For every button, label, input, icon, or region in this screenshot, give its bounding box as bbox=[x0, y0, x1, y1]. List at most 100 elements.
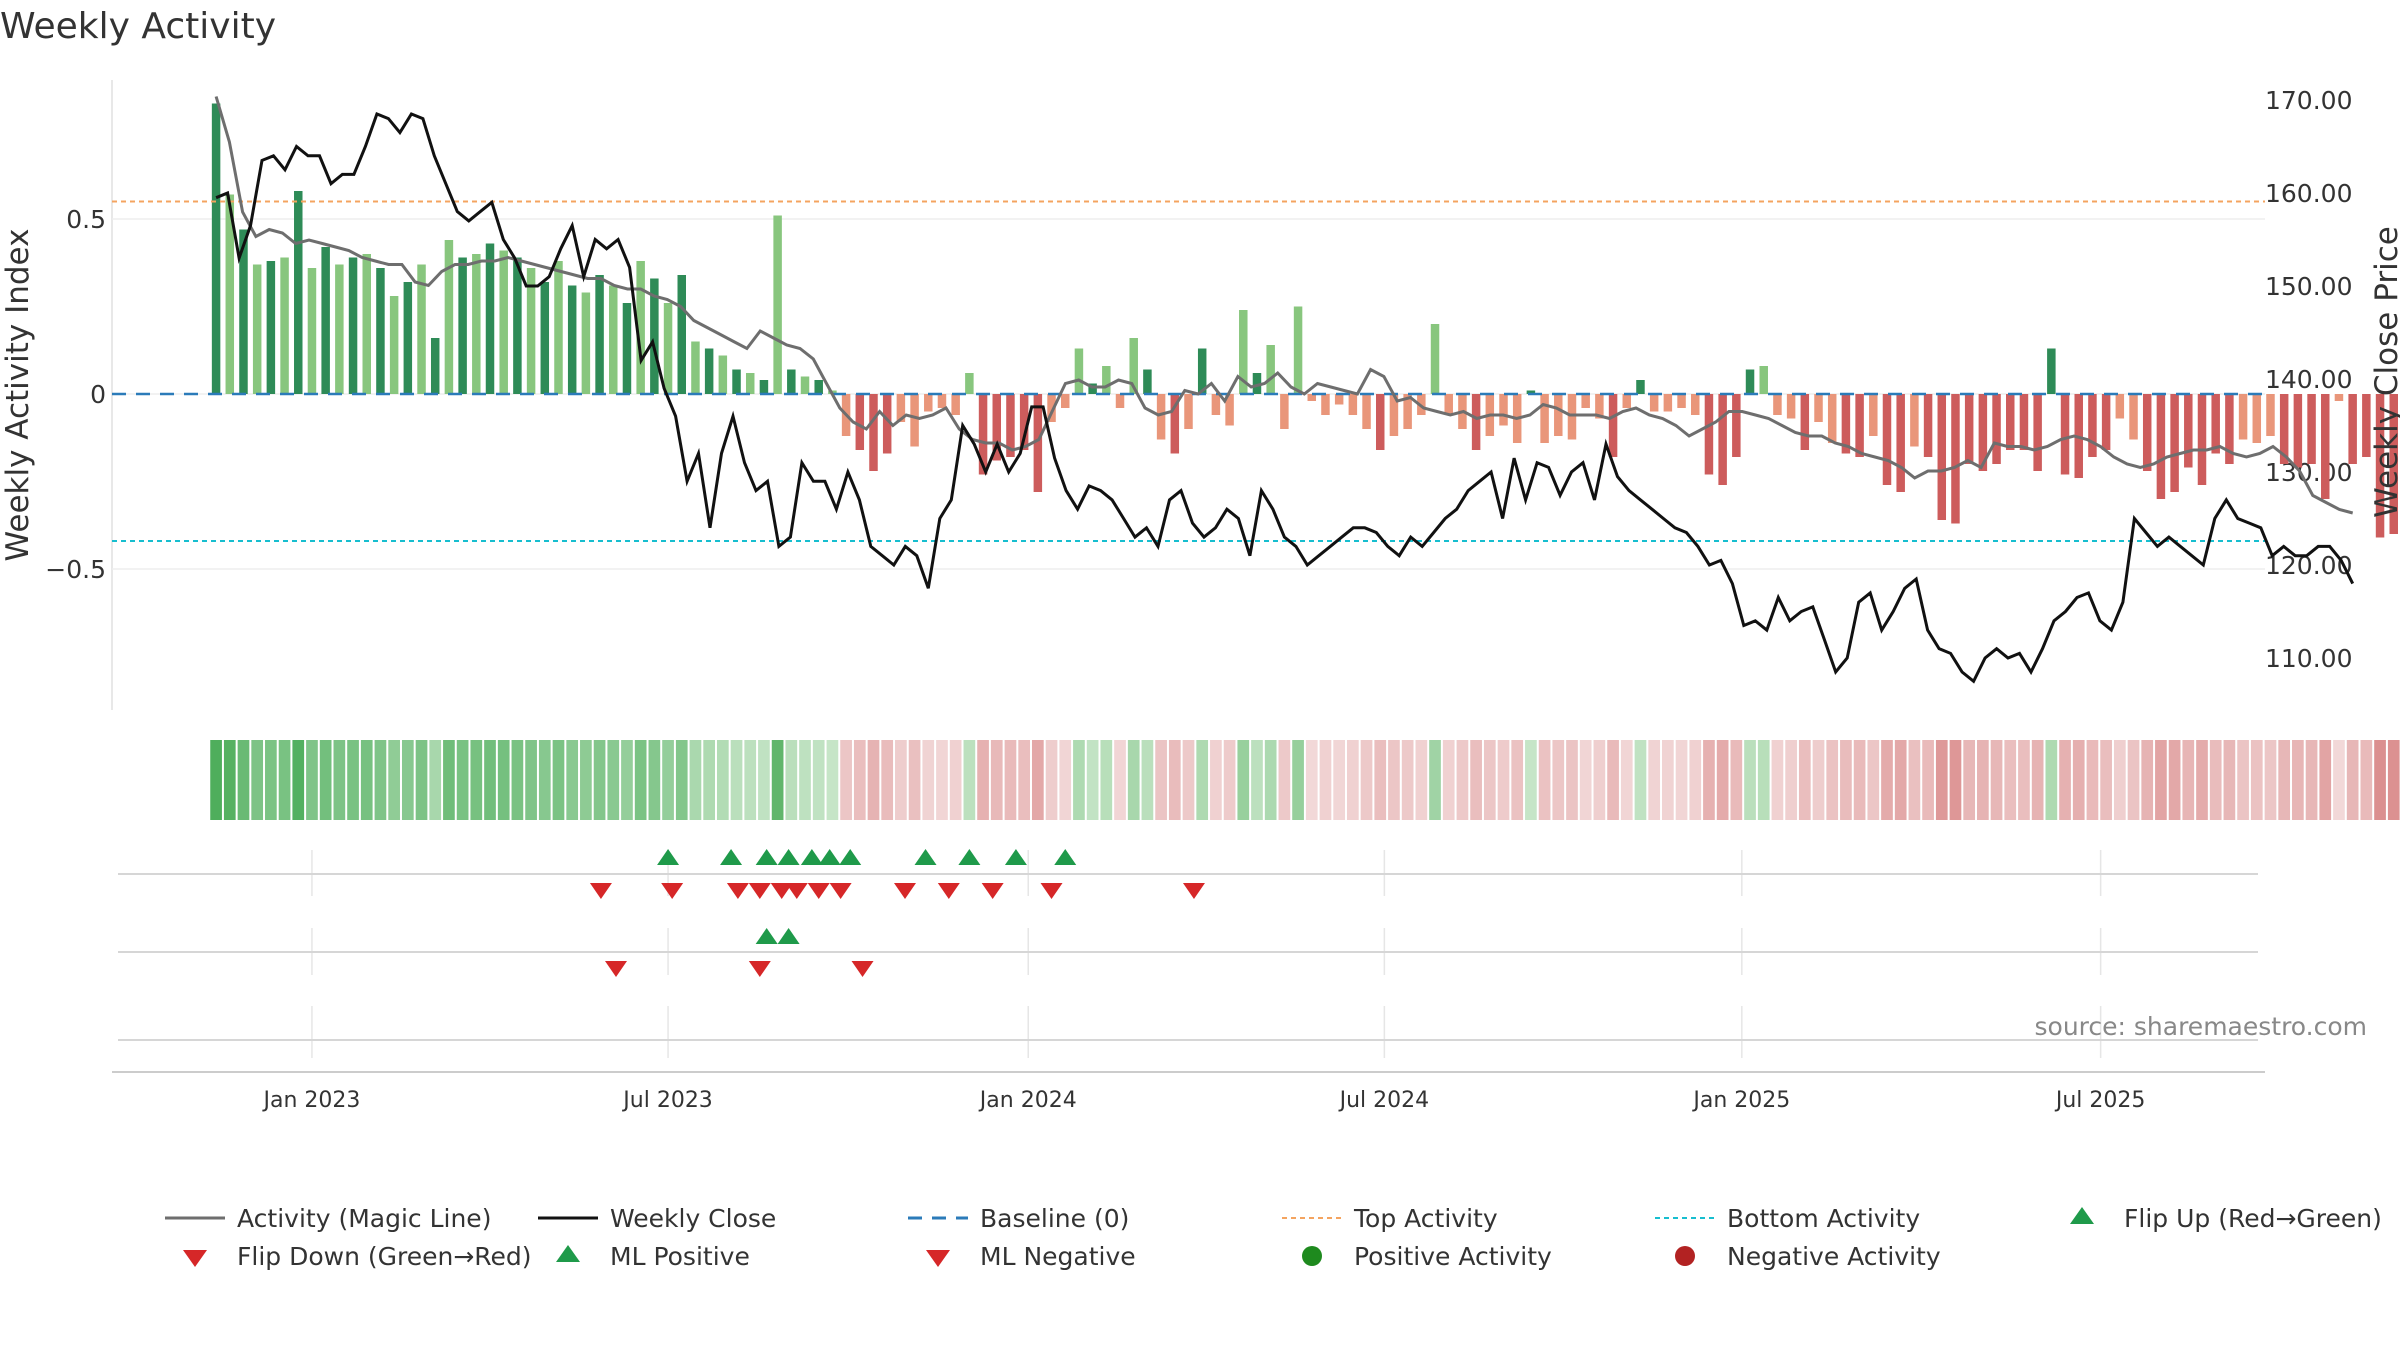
activity-bar bbox=[2170, 394, 2179, 492]
ribbon-cell bbox=[2292, 740, 2304, 820]
ribbon-cell bbox=[1757, 740, 1770, 820]
ribbon-cell bbox=[949, 740, 962, 820]
ribbon-cell bbox=[1305, 740, 1318, 820]
ribbon-cell bbox=[1141, 740, 1154, 820]
legend-item-flipdown: Flip Down (Green→Red) bbox=[183, 1242, 532, 1271]
activity-bar bbox=[2362, 394, 2371, 457]
ribbon-cell bbox=[1840, 740, 1852, 820]
ribbon-cell bbox=[497, 740, 510, 820]
activity-bar bbox=[910, 394, 919, 447]
ribbon-cell bbox=[1716, 740, 1729, 820]
ribbon-cell bbox=[1073, 740, 1085, 820]
right-y-tick-label: 110.00 bbox=[2265, 644, 2352, 673]
activity-bar bbox=[814, 380, 823, 394]
ribbon-cell bbox=[360, 740, 373, 820]
x-tick-labels: Jan 2023 Jul 2023 Jan 2024 Jul 2024 Jan 2025… bbox=[262, 1088, 2146, 1113]
ribbon-cell bbox=[1114, 740, 1126, 820]
ribbon-cell bbox=[429, 740, 442, 820]
ribbon-cell bbox=[990, 740, 1003, 820]
activity-bar bbox=[472, 254, 481, 394]
activity-bar bbox=[1732, 394, 1741, 457]
activity-bar bbox=[1937, 394, 1947, 520]
legend-item-mlpos: ML Positive bbox=[556, 1242, 750, 1271]
activity-bar bbox=[636, 261, 645, 394]
activity-bar bbox=[225, 194, 235, 394]
activity-bar bbox=[704, 348, 714, 394]
ribbon-cell bbox=[1634, 740, 1647, 820]
activity-bar bbox=[362, 254, 371, 394]
activity-bar bbox=[759, 380, 769, 394]
ribbon-cell bbox=[2127, 740, 2140, 820]
legend-item-flipup: Flip Up (Red→Green) bbox=[2070, 1204, 2382, 1233]
ribbon-cell bbox=[292, 740, 305, 820]
activity-bar bbox=[2129, 394, 2138, 440]
ribbon-cell bbox=[648, 740, 661, 820]
ribbon-cell bbox=[1251, 740, 1263, 820]
activity-bar bbox=[1102, 366, 1111, 394]
activity-bar bbox=[1239, 310, 1248, 394]
activity-bar bbox=[389, 296, 399, 394]
activity-bar bbox=[2047, 348, 2056, 394]
ribbon-cell bbox=[1648, 740, 1661, 820]
activity-bar bbox=[513, 257, 522, 394]
ribbon-cell bbox=[2168, 740, 2181, 820]
activity-bar bbox=[376, 268, 385, 394]
activity-bar bbox=[1869, 394, 1878, 436]
activity-bar bbox=[1197, 348, 1207, 394]
ml-positive-marker bbox=[777, 928, 800, 944]
activity-bar bbox=[2348, 394, 2357, 464]
activity-bar bbox=[2307, 394, 2316, 464]
weekly-close-series bbox=[215, 112, 2355, 684]
activity-bar bbox=[1444, 394, 1453, 415]
activity-bar bbox=[1677, 394, 1686, 408]
ribbon-cell bbox=[812, 740, 825, 820]
flip-down-marker bbox=[829, 883, 852, 899]
ribbon-cell bbox=[1374, 740, 1387, 820]
ribbon-cell bbox=[1703, 740, 1715, 820]
legend-label: Positive Activity bbox=[1354, 1242, 1552, 1271]
flip-up-marker bbox=[755, 849, 778, 865]
legend-label: Flip Down (Green→Red) bbox=[237, 1242, 532, 1271]
flip-up-marker bbox=[720, 849, 743, 865]
ribbon-cell bbox=[1388, 740, 1400, 820]
ribbon-cell bbox=[716, 740, 729, 820]
activity-bar bbox=[1636, 380, 1645, 394]
activity-bar bbox=[937, 394, 947, 408]
ribbon-cell bbox=[210, 740, 222, 820]
ribbon-cell bbox=[1662, 740, 1674, 820]
activity-bar bbox=[581, 292, 591, 394]
main-panel: 0.50−0.5 170.00160.00150.00140.00130.001… bbox=[0, 80, 2400, 710]
legend-label: Baseline (0) bbox=[980, 1204, 1129, 1233]
activity-bar bbox=[2033, 394, 2042, 471]
ribbon-cell bbox=[1593, 740, 1606, 820]
flip-down-marker bbox=[1182, 883, 1205, 899]
ribbon-cell bbox=[689, 740, 702, 820]
activity-bar bbox=[444, 240, 454, 394]
activity-bar bbox=[307, 268, 317, 394]
x-tick-label: Jan 2023 bbox=[262, 1088, 361, 1113]
activity-bar bbox=[1499, 394, 1508, 426]
flip-up-marker bbox=[657, 849, 680, 865]
ribbon-cell bbox=[1525, 740, 1537, 820]
activity-bar bbox=[2142, 394, 2152, 471]
ribbon-cell bbox=[1867, 740, 1880, 820]
signal-panels: Jan 2023 Jul 2023 Jan 2024 Jul 2024 Jan 2025… bbox=[112, 849, 2367, 1113]
ribbon-cell bbox=[278, 740, 291, 820]
activity-bar bbox=[1129, 338, 1138, 394]
activity-bar bbox=[1143, 369, 1152, 394]
activity-bar bbox=[2060, 394, 2070, 475]
ribbon-cell bbox=[1798, 740, 1811, 820]
activity-bar bbox=[1581, 394, 1590, 408]
ribbon-cell bbox=[1607, 740, 1619, 820]
left-y-axis-label: Weekly Activity Index bbox=[0, 229, 36, 562]
activity-bar bbox=[417, 264, 426, 394]
ribbon-cell bbox=[1264, 740, 1277, 820]
activity-bar bbox=[2101, 394, 2111, 450]
flip-down-marker bbox=[785, 883, 808, 899]
activity-bar bbox=[677, 275, 686, 394]
legend-label: Flip Up (Red→Green) bbox=[2124, 1204, 2382, 1233]
x-tick-label: Jan 2025 bbox=[1691, 1088, 1790, 1113]
ribbon-cell bbox=[675, 740, 688, 820]
ribbon-cell bbox=[1620, 740, 1633, 820]
activity-bar bbox=[1115, 394, 1125, 408]
